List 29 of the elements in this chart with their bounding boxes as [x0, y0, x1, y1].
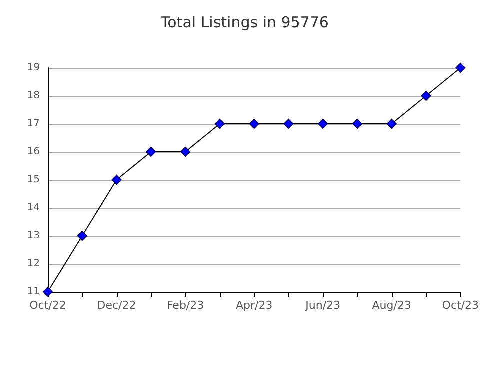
- point: [214, 119, 225, 129]
- y-tick-label: 15: [27, 174, 40, 186]
- y-tick-label: 19: [27, 62, 40, 74]
- x-tick-label: Apr/23: [236, 299, 273, 312]
- point: [421, 91, 432, 101]
- x-tick-label: Jun/23: [304, 299, 341, 312]
- point: [77, 231, 88, 241]
- x-tick-label: Dec/22: [97, 299, 136, 312]
- point: [456, 63, 466, 73]
- x-tick-label: Oct/22: [30, 299, 66, 312]
- y-tick-label: 11: [27, 286, 40, 298]
- x-tick-label: Oct/23: [442, 299, 480, 312]
- y-tick-label: 17: [27, 118, 40, 130]
- point: [284, 119, 294, 129]
- point: [318, 119, 328, 129]
- x-tick-label: Feb/23: [166, 299, 204, 312]
- point: [352, 119, 362, 129]
- y-tick-label: 14: [27, 202, 40, 214]
- point: [112, 175, 122, 185]
- point: [146, 147, 156, 157]
- point: [386, 119, 397, 129]
- y-tick-label: 16: [27, 146, 40, 158]
- point: [180, 147, 191, 157]
- point: [249, 119, 260, 129]
- y-tick-label: 12: [27, 258, 40, 270]
- x-tick-label: Aug/23: [372, 299, 412, 312]
- y-tick-label: 13: [27, 230, 40, 242]
- y-tick-label: 18: [27, 90, 40, 102]
- chart-title: Total Listings in 95776: [160, 14, 329, 32]
